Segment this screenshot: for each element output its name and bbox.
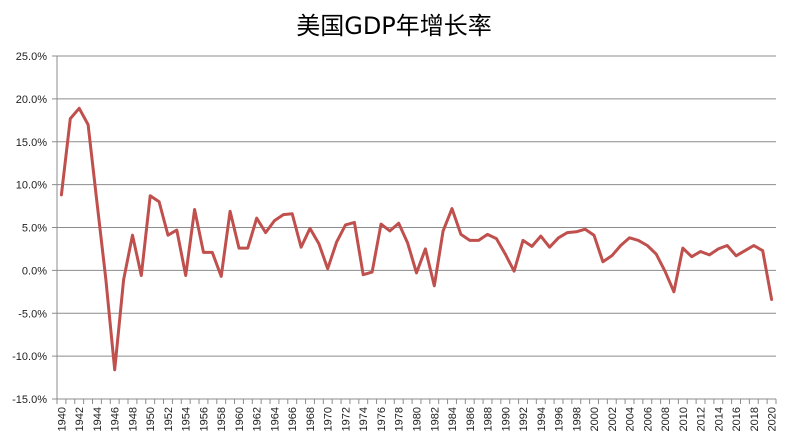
y-tick-label: -10.0% (12, 351, 47, 363)
x-tick-label: 2014 (713, 407, 725, 431)
x-tick-label: 1964 (269, 407, 281, 431)
x-tick-label: 1990 (500, 407, 512, 431)
x-axis: 1940 1942 1944 1946 1948 1950 1952 1954 1956 1958… (56, 399, 779, 431)
x-tick-label: 2010 (678, 407, 690, 431)
x-tick-label: 1986 (465, 407, 477, 431)
x-tick-label: 1966 (287, 407, 299, 431)
x-tick-label: 2000 (589, 407, 601, 431)
x-tick-label: 2002 (607, 407, 619, 431)
x-tick-label: 1980 (412, 407, 424, 431)
x-tick-label: 1968 (305, 407, 317, 431)
x-tick-label: 1998 (571, 407, 583, 431)
x-tick-label: 1972 (340, 407, 352, 431)
y-tick-label: 0.0% (22, 265, 47, 277)
y-tick-label: 20.0% (16, 94, 47, 106)
y-tick-label: 5.0% (22, 223, 47, 235)
x-tick-label: 1946 (110, 407, 122, 431)
x-tick-label: 1944 (92, 407, 104, 431)
x-tick-label: 1974 (358, 407, 370, 431)
x-tick-label: 2008 (660, 407, 672, 431)
x-tick-label: 1984 (447, 407, 459, 431)
x-tick-label: 1960 (234, 407, 246, 431)
x-tick-label: 1994 (536, 407, 548, 431)
gdp-growth-line (59, 106, 774, 372)
x-tick-label: 1956 (198, 407, 210, 431)
chart-title: 美国GDP年增长率 (296, 12, 492, 40)
y-tick-label: 25.0% (16, 51, 47, 63)
x-tick-label: 1950 (145, 407, 157, 431)
x-tick-label: 1940 (56, 407, 68, 431)
x-tick-label: 2020 (767, 407, 779, 431)
x-tick-label: 2006 (642, 407, 654, 431)
x-tick-label: 1954 (181, 407, 193, 431)
x-tick-label: 1958 (216, 407, 228, 431)
x-tick-label: 1978 (394, 407, 406, 431)
y-tick-label: 10.0% (16, 180, 47, 192)
x-tick-label: 1970 (323, 407, 335, 431)
y-tick-label: -15.0% (12, 394, 47, 406)
x-tick-label: 1988 (483, 407, 495, 431)
y-tick-label: 15.0% (16, 137, 47, 149)
x-tick-label: 2012 (696, 407, 708, 431)
x-tick-label: 1942 (74, 407, 86, 431)
x-tick-label: 1948 (127, 407, 139, 431)
x-tick-label: 1992 (518, 407, 530, 431)
y-axis: 25.0% 20.0% 15.0% 10.0% 5.0% 0.0% -5.0% -10.0% -… (12, 51, 58, 406)
x-tick-label: 1962 (252, 407, 264, 431)
x-tick-label: 1952 (163, 407, 175, 431)
x-tick-label: 2004 (625, 407, 637, 431)
x-tick-label: 2016 (731, 407, 743, 431)
y-tick-label: -5.0% (18, 308, 47, 320)
x-tick-label: 1976 (376, 407, 388, 431)
x-tick-label: 1996 (554, 407, 566, 431)
x-tick-label: 2018 (749, 407, 761, 431)
x-tick-label: 1982 (429, 407, 441, 431)
